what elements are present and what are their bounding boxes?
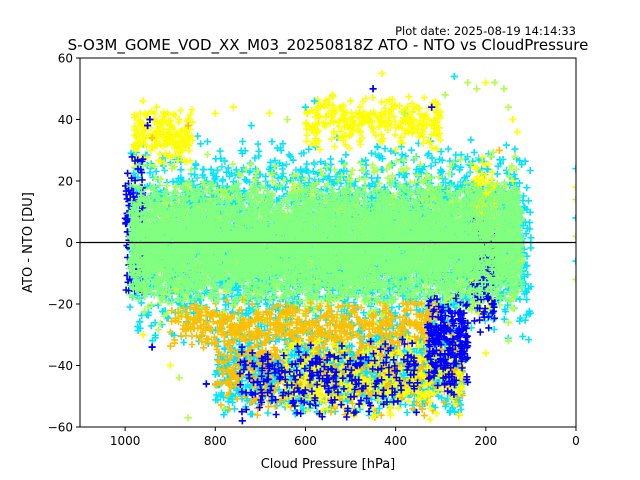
outlier-point (329, 91, 336, 99)
outlier-point (184, 122, 192, 130)
chart-title: S-O3M_GOME_VOD_XX_M03_20250818Z ATO - NT… (68, 36, 589, 55)
outlier-point (511, 152, 519, 160)
outlier-point (146, 116, 154, 123)
outlier-point (518, 257, 526, 265)
outlier-point (356, 109, 364, 117)
outlier-point (572, 165, 576, 173)
y-tick-label: 0 (65, 236, 73, 250)
plot-date-label: Plot date: 2025-08-19 14:14:33 (395, 24, 576, 38)
outlier-point (572, 214, 576, 222)
outlier-point (166, 362, 174, 369)
point-markers-2 (126, 178, 526, 307)
outlier-point (229, 103, 237, 111)
outlier-point (572, 275, 576, 283)
outlier-point (464, 79, 472, 87)
outlier-point (302, 103, 309, 111)
outlier-point (500, 85, 508, 93)
x-tick-label: 600 (294, 434, 317, 448)
outlier-point (441, 91, 449, 99)
outlier-point (513, 128, 521, 136)
outlier-point (572, 257, 576, 265)
x-tick-label: 800 (204, 434, 227, 448)
y-tick-label: −40 (48, 359, 73, 373)
outlier-point (184, 414, 192, 422)
outlier-point (572, 183, 576, 191)
x-tick-label: 0 (572, 434, 580, 448)
outlier-point (247, 122, 255, 130)
outlier-point (410, 116, 418, 123)
outlier-point (139, 97, 147, 105)
outlier-point (311, 97, 318, 105)
outlier-point (504, 318, 512, 326)
outlier-point (509, 116, 517, 123)
outlier-point (211, 109, 219, 117)
outlier-point (283, 116, 291, 123)
x-axis: 1000 800 600 400 200 0 (110, 427, 580, 448)
outlier-point (509, 177, 517, 185)
x-axis-label: Cloud Pressure [hPa] (261, 457, 396, 472)
outlier-point (428, 103, 436, 111)
y-tick-label: −20 (48, 297, 73, 311)
outlier-point (482, 79, 490, 87)
data-points (121, 69, 576, 425)
y-tick-label: 40 (58, 113, 73, 127)
outlier-point (347, 97, 354, 105)
outlier-point (238, 417, 246, 425)
outlier-point (509, 294, 517, 302)
outlier-point (144, 122, 152, 130)
outlier-point (338, 103, 345, 111)
x-tick-label: 1000 (110, 434, 141, 448)
y-tick-label: 60 (58, 51, 73, 65)
outlier-point (504, 337, 512, 345)
outlier-point (401, 109, 409, 117)
outlier-point (141, 109, 149, 117)
y-axis-label: ATO - NTO [DU] (21, 192, 36, 293)
outlier-point (504, 103, 512, 111)
outlier-point (153, 103, 161, 111)
outlier-point (265, 109, 273, 117)
outlier-point (491, 79, 499, 87)
outlier-point (202, 380, 210, 388)
outlier-point (486, 152, 494, 160)
y-tick-label: 20 (58, 174, 73, 188)
outlier-point (378, 69, 386, 77)
outlier-point (482, 349, 490, 357)
outlier-point (175, 374, 183, 382)
outlier-point (572, 232, 576, 240)
outlier-point (482, 189, 490, 197)
outlier-point (495, 146, 503, 154)
outlier-point (148, 343, 156, 351)
outlier-point (572, 196, 576, 203)
outlier-point (473, 85, 481, 93)
y-axis: −60 −40 −20 0 20 40 60 (48, 51, 80, 434)
outlier-point (450, 73, 458, 80)
x-tick-label: 400 (384, 434, 407, 448)
outlier-point (220, 405, 228, 413)
outlier-point (139, 331, 147, 339)
outlier-point (175, 116, 183, 123)
outlier-point (148, 134, 156, 142)
outlier-point (369, 85, 377, 93)
y-tick-label: −60 (48, 420, 73, 434)
x-tick-label: 200 (474, 434, 497, 448)
